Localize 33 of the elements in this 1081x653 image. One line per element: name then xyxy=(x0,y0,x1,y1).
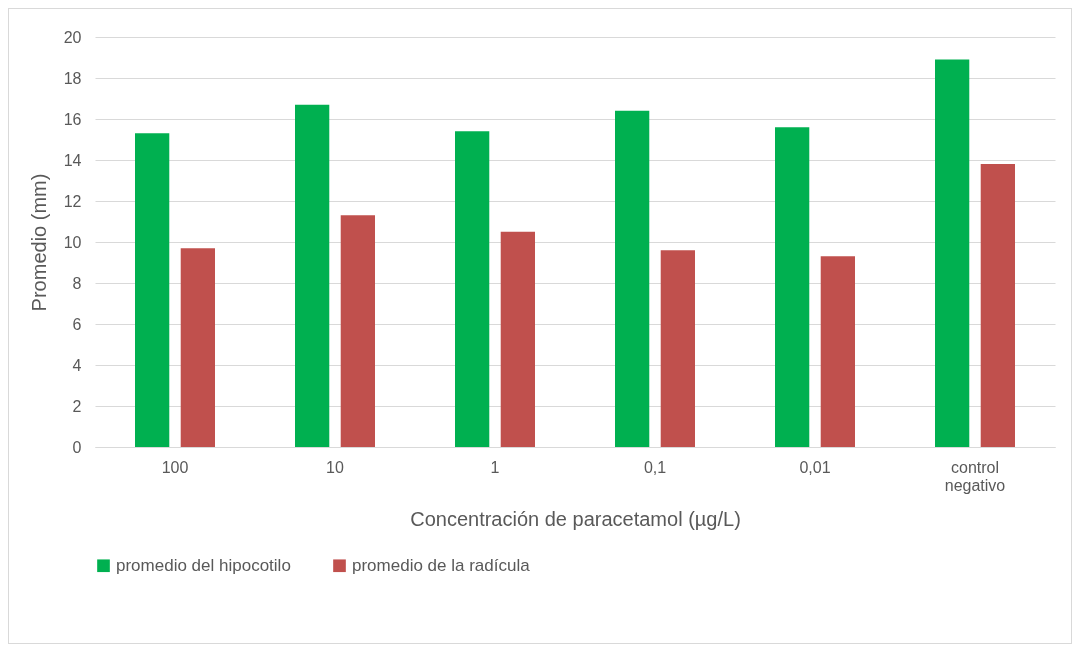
bar xyxy=(500,231,535,447)
y-tick-label: 16 xyxy=(63,110,82,128)
legend-label: promedio de la radícula xyxy=(352,555,531,575)
bar xyxy=(935,59,970,447)
legend-label: promedio del hipocotilo xyxy=(116,555,291,575)
bar xyxy=(775,127,810,447)
x-tick-label: 0,1 xyxy=(643,458,667,476)
bar xyxy=(980,164,1015,447)
y-tick-label: 18 xyxy=(63,69,82,87)
y-tick-label: 8 xyxy=(72,274,82,292)
x-tick-label: 10 xyxy=(326,458,344,476)
bar xyxy=(660,250,695,447)
x-tick-label: control negativo xyxy=(944,458,1006,494)
bar xyxy=(340,215,375,447)
y-tick-label: 0 xyxy=(72,438,82,456)
y-axis-title: Promedio (mm) xyxy=(27,173,50,312)
bar xyxy=(455,131,490,447)
y-tick-label: 4 xyxy=(72,356,82,374)
x-axis-title: Concentración de paracetamol (µg/L) xyxy=(410,507,741,530)
x-tick-label: 1 xyxy=(490,458,500,476)
bar xyxy=(295,104,330,447)
y-tick-label: 2 xyxy=(72,397,82,415)
y-tick-label: 12 xyxy=(63,192,82,210)
x-tick-label: 100 xyxy=(161,458,189,476)
bar xyxy=(180,248,215,447)
y-tick-label: 10 xyxy=(63,233,82,251)
bar xyxy=(135,133,170,447)
x-tick-label: 0,01 xyxy=(799,458,831,476)
y-tick-label: 6 xyxy=(72,315,82,333)
bar xyxy=(615,110,650,447)
bar xyxy=(820,256,855,447)
y-tick-label: 20 xyxy=(63,28,82,46)
y-tick-label: 14 xyxy=(63,151,82,169)
